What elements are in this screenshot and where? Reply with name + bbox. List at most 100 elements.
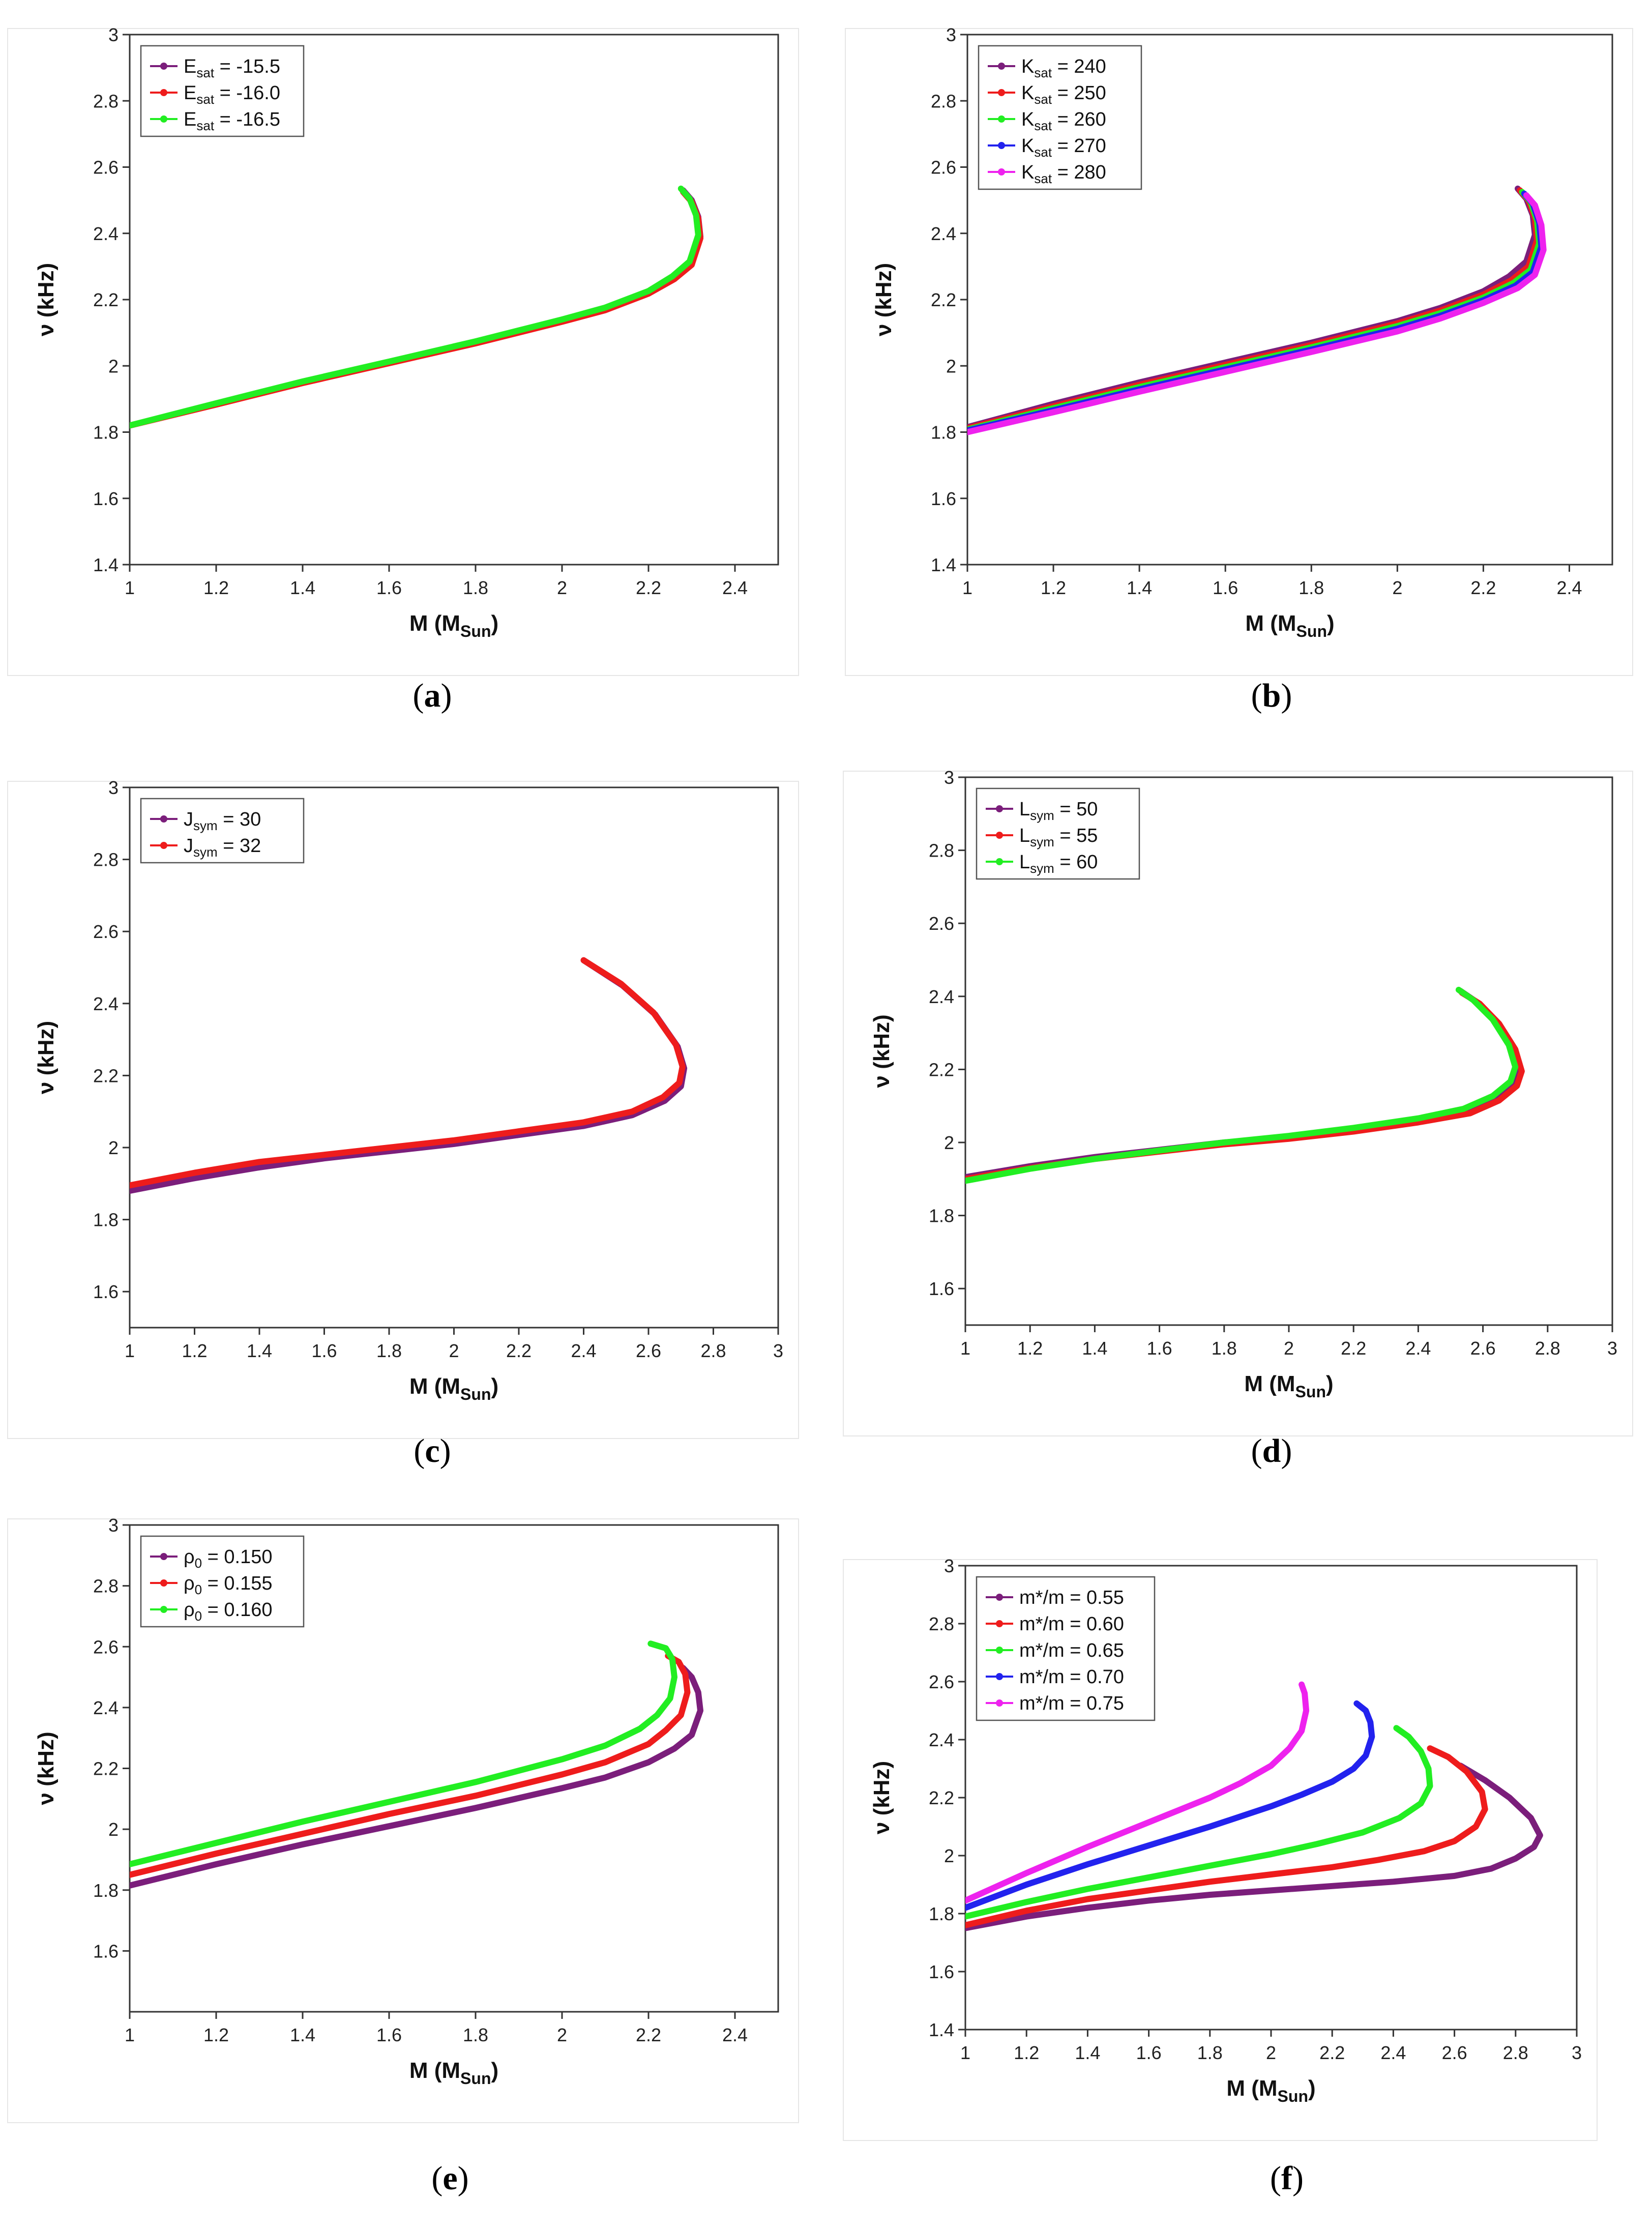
y-tick-label: 2.6	[929, 913, 954, 934]
y-tick-label: 3	[944, 1556, 954, 1576]
x-tick-label: 2.2	[636, 577, 661, 598]
x-axis-label: M (MSun)	[409, 2058, 498, 2088]
series-line-4	[965, 1681, 1310, 1904]
y-axis-label: ν (kHz)	[34, 1021, 58, 1094]
x-axis-label-sub: Sun	[460, 622, 491, 640]
series-line-3	[965, 1700, 1375, 1911]
legend-marker	[160, 115, 167, 123]
legend-label: ρ0 = 0.150	[184, 1546, 273, 1571]
chart-c: 1 1.2 1.4 1.6 1.8 2 2.2 2.4 2.6 2.8 3 1.6 1.8 2 2.2 2.4…	[7, 777, 799, 1439]
x-axis-label-sub: Sun	[460, 1385, 491, 1403]
x-tick-label: 1.4	[1082, 1338, 1107, 1359]
series-group	[130, 185, 703, 429]
chart-d: 1 1.2 1.4 1.6 1.8 2 2.2 2.4 2.6 2.8 3 1.6 1.8 2 2.2 2.4…	[843, 767, 1633, 1436]
legend-box	[140, 798, 305, 864]
y-tick-label: 2	[944, 1132, 954, 1153]
y-tick-label: 1.6	[931, 488, 956, 509]
x-axis-label-sub: Sun	[1278, 2087, 1308, 2105]
x-axis-label-sub: Sun	[1296, 622, 1327, 640]
legend-marker	[998, 168, 1005, 175]
caption-b: (b)	[1251, 677, 1292, 714]
legend-label: Esat = -16.5	[184, 109, 280, 133]
legend-marker	[998, 142, 1005, 149]
legend-marker	[996, 1594, 1003, 1601]
y-axis-label: ν (kHz)	[869, 1014, 894, 1088]
series-group	[965, 1681, 1543, 1931]
y-tick-label: 2	[944, 1845, 954, 1866]
x-tick-label: 1.2	[203, 2024, 229, 2045]
caption-c: (c)	[414, 1432, 451, 1470]
outer-frame	[843, 1559, 1598, 2141]
x-tick-label: 2	[1392, 577, 1402, 598]
legend-marker	[160, 842, 167, 849]
caption-a: (a)	[412, 677, 452, 714]
y-tick-label: 2.8	[929, 840, 954, 861]
x-tick-label: 1	[125, 2024, 135, 2045]
chart-panel-d: 1 1.2 1.4 1.6 1.8 2 2.2 2.4 2.6 2.8 3 1.6 1.8 2 2.2 2.4…	[834, 753, 1652, 1475]
x-tick-label: 1.6	[1213, 577, 1238, 598]
legend-marker	[996, 1673, 1003, 1680]
y-axis-label: ν (kHz)	[869, 1761, 894, 1834]
legend-label: ρ0 = 0.160	[184, 1599, 273, 1624]
legend-label: Ksat = 240	[1021, 56, 1106, 80]
series-line-2	[965, 1725, 1433, 1920]
y-tick-label: 2.4	[929, 1729, 954, 1750]
legend-label: Lsym = 50	[1019, 799, 1098, 823]
legend-label: m*/m = 0.65	[1019, 1640, 1124, 1661]
legend-label: m*/m = 0.70	[1019, 1666, 1124, 1688]
y-tick-label: 2.4	[93, 993, 119, 1014]
legend-label: Ksat = 260	[1021, 109, 1106, 133]
x-tick-label: 1	[960, 1338, 970, 1359]
x-tick-label: 3	[773, 1340, 783, 1361]
y-tick-label: 1.8	[93, 1210, 119, 1230]
x-tick-label: 1.8	[376, 1340, 402, 1361]
y-tick-label: 2.2	[93, 289, 119, 310]
series-line-1	[130, 1653, 691, 1878]
x-tick-label: 1.8	[1212, 1338, 1237, 1359]
x-tick-label: 1.4	[1075, 2042, 1100, 2063]
x-tick-label: 1.6	[1147, 1338, 1172, 1359]
x-tick-label: 2.4	[1556, 577, 1582, 598]
x-tick-label: 1	[962, 577, 972, 598]
y-tick-label: 2.6	[931, 157, 956, 178]
y-tick-label: 2.2	[93, 1758, 119, 1779]
legend-marker	[998, 63, 1005, 70]
x-tick-label: 1.6	[1136, 2042, 1162, 2063]
caption-e: (e)	[431, 2160, 469, 2197]
y-tick-label: 1.8	[929, 1903, 954, 1924]
legend-label: Jsym = 32	[184, 835, 261, 860]
y-tick-label: 2.8	[93, 91, 119, 111]
series-group	[965, 986, 1525, 1184]
series-line-0	[965, 1763, 1543, 1931]
y-tick-label: 2.2	[93, 1065, 119, 1086]
series-group	[130, 957, 688, 1194]
y-tick-label: 2.4	[931, 223, 956, 244]
y-tick-label: 1.6	[929, 1961, 954, 1982]
x-tick-label: 1.6	[376, 2024, 402, 2045]
y-tick-label: 1.4	[93, 554, 119, 575]
legend-marker	[160, 89, 167, 96]
x-tick-label: 1.2	[1017, 1338, 1043, 1359]
series-line-0	[130, 1665, 703, 1889]
y-tick-label: 2.6	[93, 157, 119, 178]
chart-e: 1 1.2 1.4 1.6 1.8 2 2.2 2.4 1.6 1.8 2 2.2 2.4 2.6 2.8 3…	[7, 1515, 799, 2123]
y-tick-label: 2.6	[929, 1671, 954, 1692]
y-tick-label: 1.4	[931, 554, 956, 575]
legend-label: Jsym = 30	[184, 809, 261, 833]
x-axis-label-sub: Sun	[1295, 1383, 1326, 1401]
x-tick-label: 1	[960, 2042, 970, 2063]
x-axis-label-main: M (M	[1226, 2076, 1277, 2101]
y-tick-label: 3	[944, 767, 954, 788]
x-tick-label: 1	[125, 1340, 135, 1361]
x-tick-label: 2	[1284, 1338, 1294, 1359]
legend-marker	[996, 1699, 1003, 1707]
x-tick-label: 2.8	[700, 1340, 726, 1361]
y-tick-label: 2.8	[93, 1576, 119, 1597]
x-tick-label: 2.8	[1535, 1338, 1560, 1359]
legend-marker	[160, 63, 167, 70]
y-tick-label: 2.8	[931, 91, 956, 111]
x-tick-label: 1.2	[182, 1340, 207, 1361]
x-tick-label: 2.2	[1341, 1338, 1366, 1359]
legend-label: Ksat = 270	[1021, 135, 1106, 160]
y-tick-label: 1.4	[929, 2019, 954, 2040]
